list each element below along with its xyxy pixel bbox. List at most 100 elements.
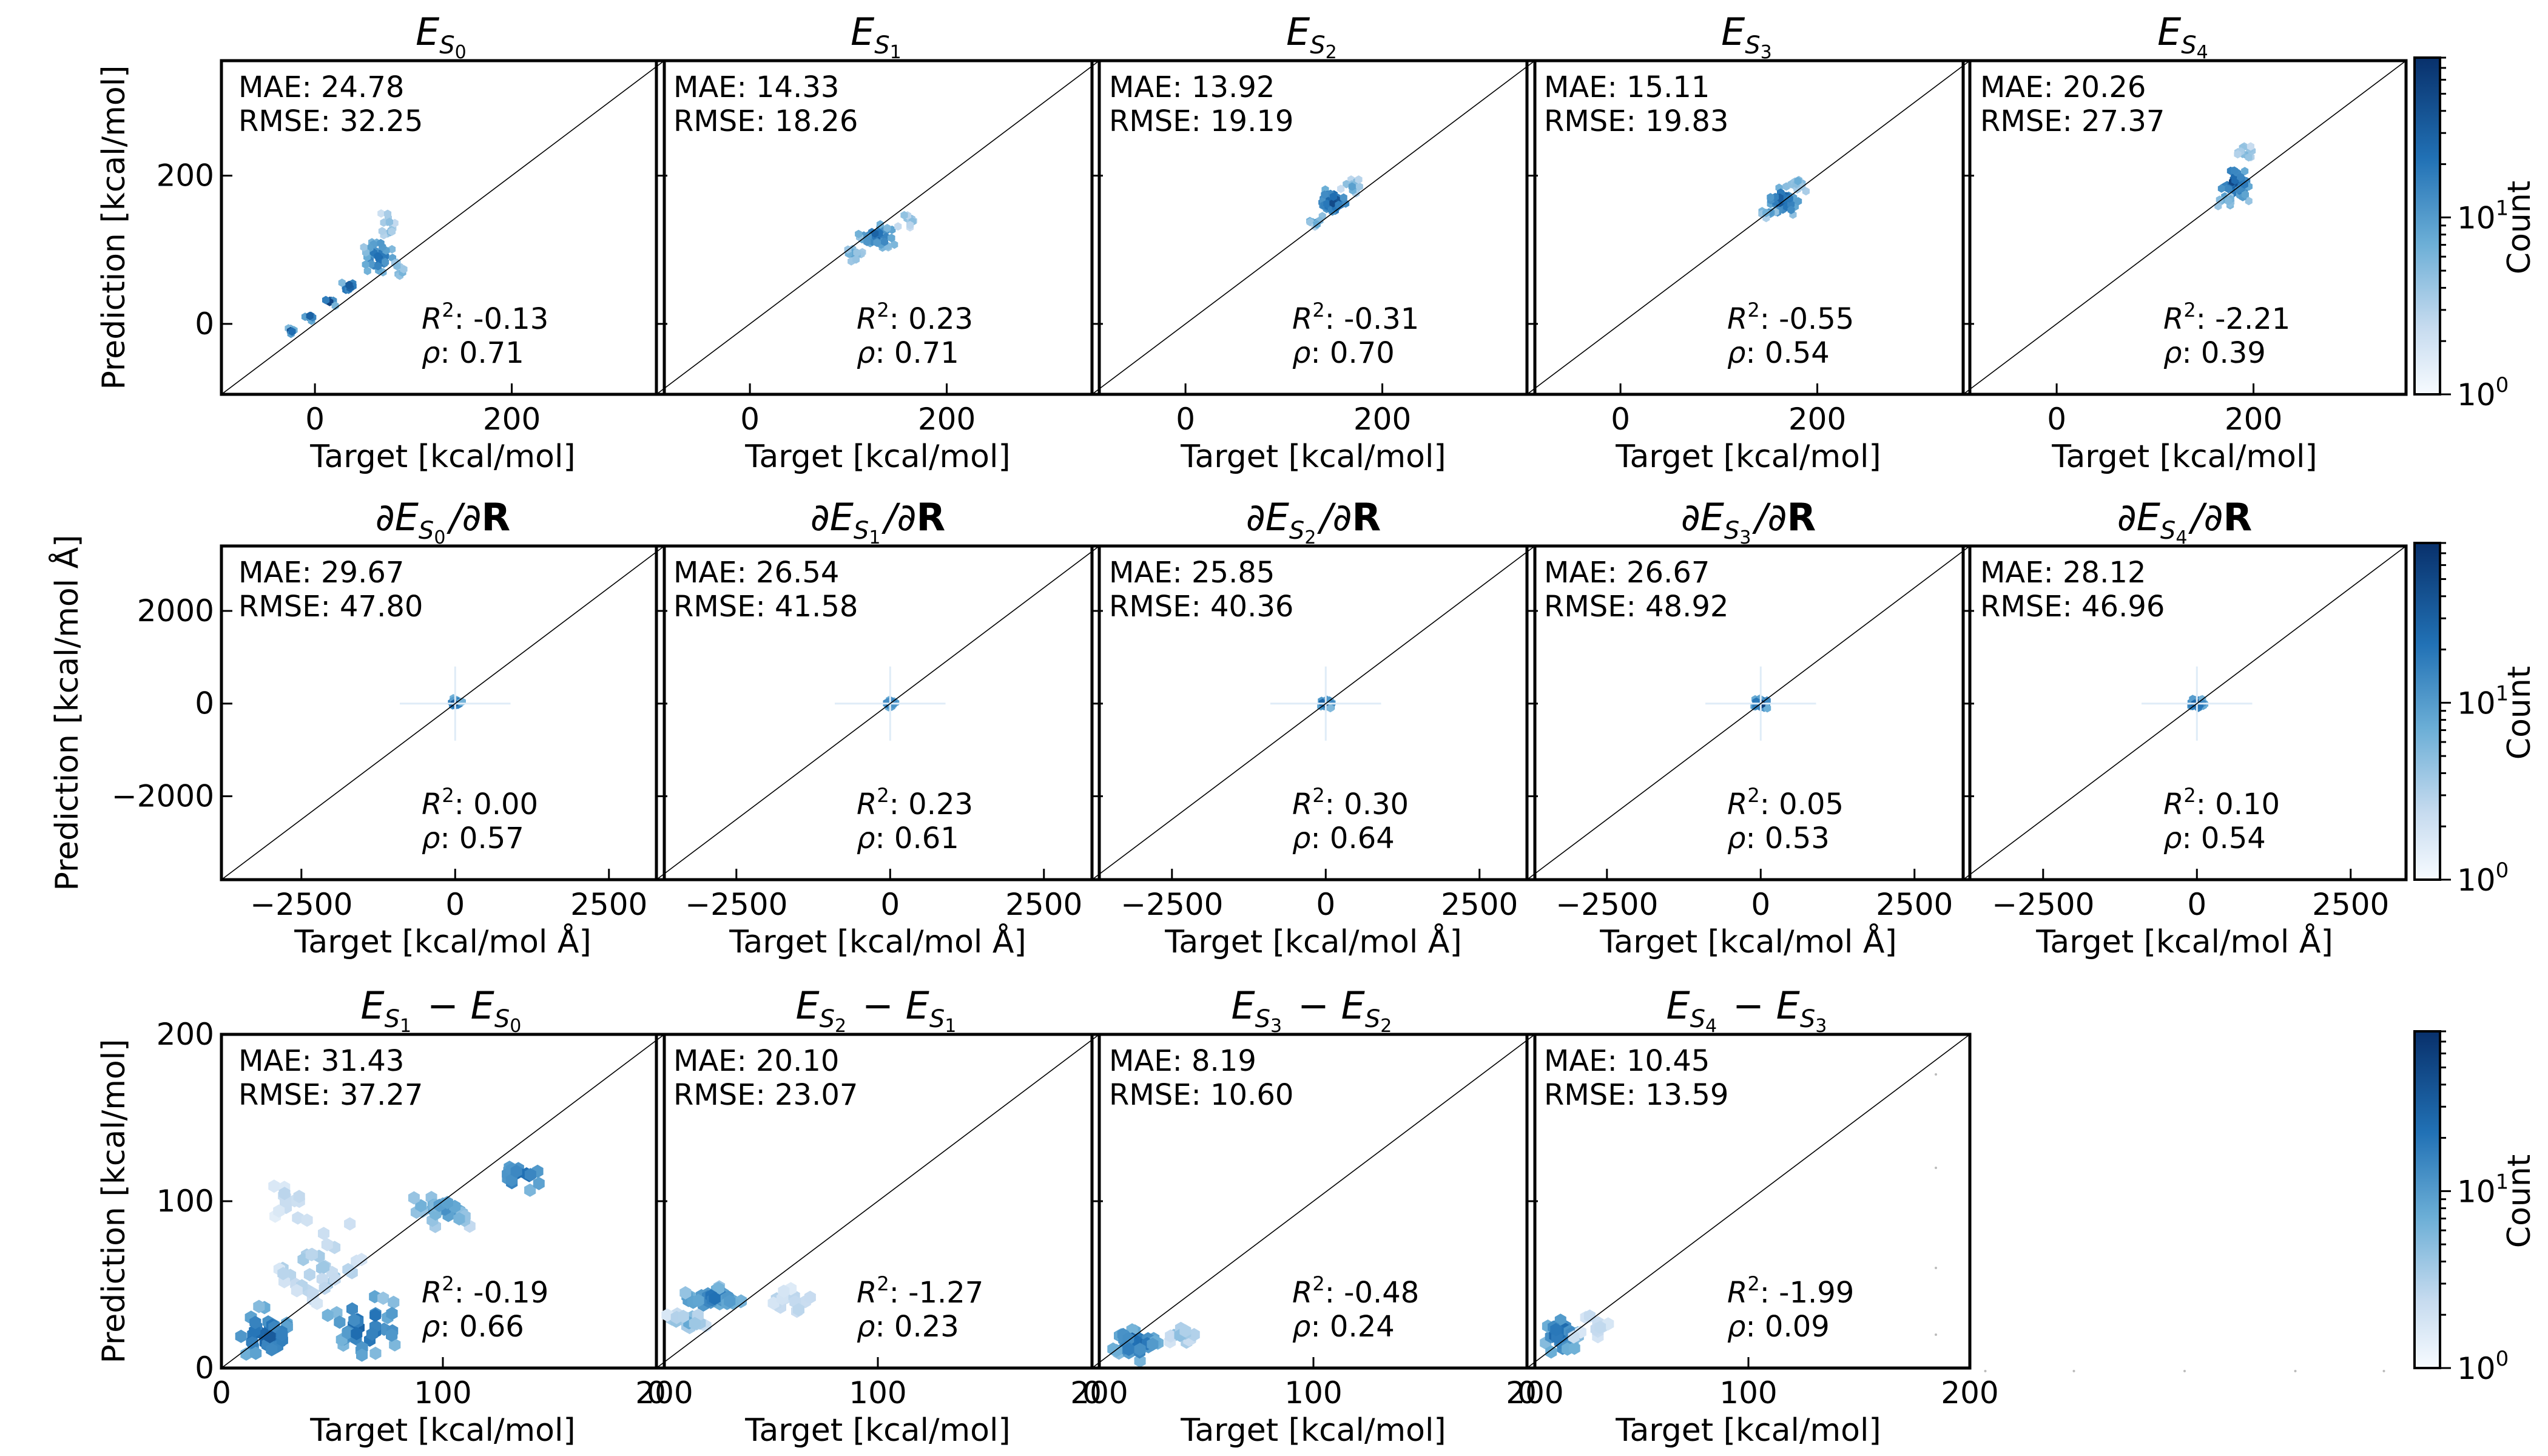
identity-line bbox=[1092, 546, 1535, 880]
hexbin bbox=[2241, 167, 2249, 176]
hexbin bbox=[273, 1204, 285, 1218]
hexbin bbox=[778, 1284, 790, 1298]
hexbin bbox=[1794, 177, 1802, 186]
hexbin bbox=[1594, 1320, 1606, 1334]
hexbin bbox=[900, 211, 908, 220]
r2-label: R2: 0.30 bbox=[1292, 784, 1409, 821]
panel-title: ∂ES2 /∂R bbox=[1246, 495, 1381, 548]
identity-line bbox=[1963, 546, 2406, 880]
hexbin bbox=[362, 260, 369, 269]
hexbin-cloud bbox=[1107, 1321, 1200, 1368]
axes-frame bbox=[1961, 59, 2408, 396]
hexbin bbox=[524, 1168, 536, 1182]
rho-label: ρ: 0.23 bbox=[857, 1310, 959, 1344]
x-axis-label: Target [kcal/mol] bbox=[2051, 439, 2317, 475]
hexbin bbox=[249, 1315, 261, 1329]
hexbin bbox=[266, 1343, 278, 1357]
hexbin bbox=[386, 1307, 398, 1321]
colorbar-tick-0: 100 bbox=[2457, 858, 2509, 898]
hexbin bbox=[883, 224, 891, 232]
hexbin bbox=[400, 265, 408, 274]
identity-line bbox=[656, 61, 1099, 394]
hexbin bbox=[388, 1295, 400, 1309]
mae-label: MAE: 13.92 bbox=[1109, 70, 1275, 104]
axes-frame bbox=[1525, 544, 1972, 881]
hexbin bbox=[1795, 197, 1802, 206]
axes-frame bbox=[655, 544, 1101, 881]
hexbin bbox=[804, 1290, 816, 1304]
x-axis-label: Target [kcal/mol Å] bbox=[1599, 923, 1897, 960]
y-tick-label: 2000 bbox=[137, 593, 214, 629]
rho-label: ρ: 0.54 bbox=[1727, 336, 1830, 370]
hexbin bbox=[303, 1268, 315, 1282]
x-tick-label: 200 bbox=[635, 1375, 693, 1410]
hexbin bbox=[345, 280, 353, 289]
hexbin bbox=[1134, 1354, 1146, 1368]
x-axis-label: Target [kcal/mol] bbox=[1180, 1412, 1446, 1449]
mae-label: MAE: 8.19 bbox=[1109, 1044, 1256, 1078]
hexbin bbox=[253, 1299, 265, 1313]
x-tick-label: 200 bbox=[1353, 402, 1411, 437]
r2-label: R2: -1.27 bbox=[857, 1272, 983, 1310]
hexbin bbox=[277, 1267, 289, 1281]
hexbin bbox=[524, 1183, 536, 1197]
panel-title: ES4 bbox=[2157, 10, 2212, 63]
mae-label: MAE: 28.12 bbox=[1980, 556, 2146, 590]
hexbin bbox=[318, 1260, 330, 1274]
x-tick-label: −2500 bbox=[1121, 887, 1223, 922]
hexbin bbox=[374, 261, 382, 271]
hexbin bbox=[348, 1313, 360, 1327]
rho-label: ρ: 0.57 bbox=[422, 821, 524, 855]
hexbin bbox=[311, 1296, 323, 1310]
hexbin bbox=[1326, 704, 1334, 713]
hexbin bbox=[853, 248, 861, 257]
hexbin bbox=[724, 1295, 736, 1308]
rmse-label: RMSE: 47.80 bbox=[238, 590, 423, 624]
hexbin bbox=[2234, 150, 2242, 159]
rmse-label: RMSE: 32.25 bbox=[238, 104, 423, 138]
hexbin bbox=[1568, 1341, 1580, 1355]
hexbin bbox=[240, 1347, 252, 1361]
hexbin bbox=[1787, 206, 1795, 215]
x-tick-label: 0 bbox=[1611, 402, 1630, 437]
hexbin bbox=[880, 237, 888, 246]
hexbin bbox=[338, 278, 346, 288]
hexbin bbox=[351, 1327, 363, 1341]
hexbin bbox=[709, 1292, 721, 1306]
x-axis-label: Target [kcal/mol] bbox=[744, 439, 1010, 475]
faint-dot bbox=[1935, 1267, 1937, 1269]
hexbin bbox=[346, 1302, 358, 1316]
hexbin bbox=[235, 1329, 247, 1343]
hexbin bbox=[388, 244, 396, 254]
x-tick-label: 0 bbox=[212, 1375, 231, 1410]
panel-title: ES1 − ES0 bbox=[360, 983, 525, 1037]
axes-frame bbox=[1090, 544, 1537, 881]
r2-label: R2: -0.48 bbox=[1292, 1272, 1419, 1310]
hexbin bbox=[891, 240, 898, 249]
hexbin-cloud bbox=[1540, 1309, 1614, 1359]
faint-dot bbox=[1935, 1167, 1937, 1169]
x-tick-label: 200 bbox=[483, 402, 541, 437]
hexbin bbox=[855, 229, 863, 238]
faint-dot bbox=[2183, 1370, 2186, 1372]
colorbar-tick-1: 101 bbox=[2457, 1170, 2509, 1209]
hexbin bbox=[2225, 184, 2233, 194]
mae-label: MAE: 10.45 bbox=[1544, 1044, 1710, 1078]
y-axis-label: Prediction [kcal/mol] bbox=[96, 66, 132, 390]
hexbin bbox=[1355, 175, 1363, 184]
hexbin bbox=[378, 227, 386, 235]
x-axis-label: Target [kcal/mol Å] bbox=[1164, 923, 1462, 960]
x-tick-label: 2500 bbox=[1005, 887, 1082, 922]
rmse-label: RMSE: 13.59 bbox=[1544, 1078, 1728, 1112]
rho-label: ρ: 0.71 bbox=[422, 336, 524, 370]
x-tick-label: 100 bbox=[1284, 1375, 1342, 1410]
hexbin bbox=[342, 1326, 354, 1340]
hexbin bbox=[356, 1348, 368, 1362]
hexbin bbox=[366, 1327, 378, 1341]
